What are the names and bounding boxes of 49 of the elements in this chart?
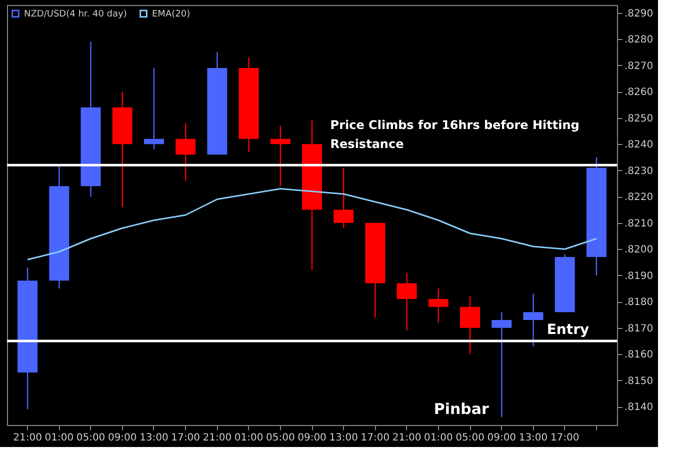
x-tick-label: 13:00 xyxy=(329,432,358,444)
y-tick-label: .8200 xyxy=(624,244,654,256)
candlestick xyxy=(144,67,164,150)
x-tick-label: 01:00 xyxy=(234,432,264,444)
x-tick-label: 17:00 xyxy=(360,432,390,444)
y-tick-label: .8220 xyxy=(624,192,654,204)
y-tick-label: .8240 xyxy=(624,140,654,151)
candlestick xyxy=(428,288,448,324)
y-tick-label: .8210 xyxy=(624,218,654,230)
x-tick-label: 09:00 xyxy=(487,432,516,444)
x-tick-label: 13:00 xyxy=(518,432,548,444)
legend-label: EMA(20) xyxy=(152,10,190,20)
candlestick xyxy=(270,125,290,187)
x-tick-label: 09:00 xyxy=(108,432,137,444)
candlestick xyxy=(492,312,512,418)
y-tick-label: .8230 xyxy=(624,166,654,177)
y-tick-label: .8190 xyxy=(624,270,654,282)
x-tick-label: 01:00 xyxy=(424,432,453,444)
x-tick-label: 17:00 xyxy=(550,432,580,444)
x-tick-label: 21:00 xyxy=(392,432,422,444)
y-tick-label: .8150 xyxy=(624,376,654,387)
x-tick-label: 05:00 xyxy=(266,432,295,444)
y-tick-label: .8260 xyxy=(624,87,654,98)
x-tick-label: 21:00 xyxy=(13,432,42,444)
y-tick-label: .8280 xyxy=(624,34,654,46)
candlestick xyxy=(176,122,196,182)
ref-line-label: Entry xyxy=(546,322,590,338)
x-tick-label: 21:00 xyxy=(202,432,232,444)
x-tick-label: 09:00 xyxy=(298,432,326,444)
y-tick-label: .8180 xyxy=(624,297,654,308)
y-tick-label: .8270 xyxy=(624,60,654,72)
x-tick-label: 05:00 xyxy=(456,432,484,444)
x-tick-label: 17:00 xyxy=(171,432,200,444)
candlestick xyxy=(396,272,417,332)
line-series xyxy=(26,188,598,260)
y-tick-label: .8160 xyxy=(624,350,654,361)
y-tick-label: .8170 xyxy=(624,323,654,334)
ref-line-label: Price Climbs for 16hrs before Hitting Resistance xyxy=(330,118,580,152)
y-tick-label: .8250 xyxy=(624,113,654,124)
annotation: Pinbar xyxy=(434,400,490,418)
candlestick xyxy=(334,167,354,229)
candlestick xyxy=(460,296,480,355)
legend-label: NZD/USD(4 hr. 40 day) xyxy=(24,10,127,20)
y-tick-label: .8290 xyxy=(624,8,654,20)
x-tick-label: 13:00 xyxy=(140,432,168,444)
x-tick-label: 01:00 xyxy=(44,432,74,444)
candlestick xyxy=(523,293,544,347)
x-tick-label: 05:00 xyxy=(76,432,106,444)
y-tick-label: .8140 xyxy=(624,402,654,414)
